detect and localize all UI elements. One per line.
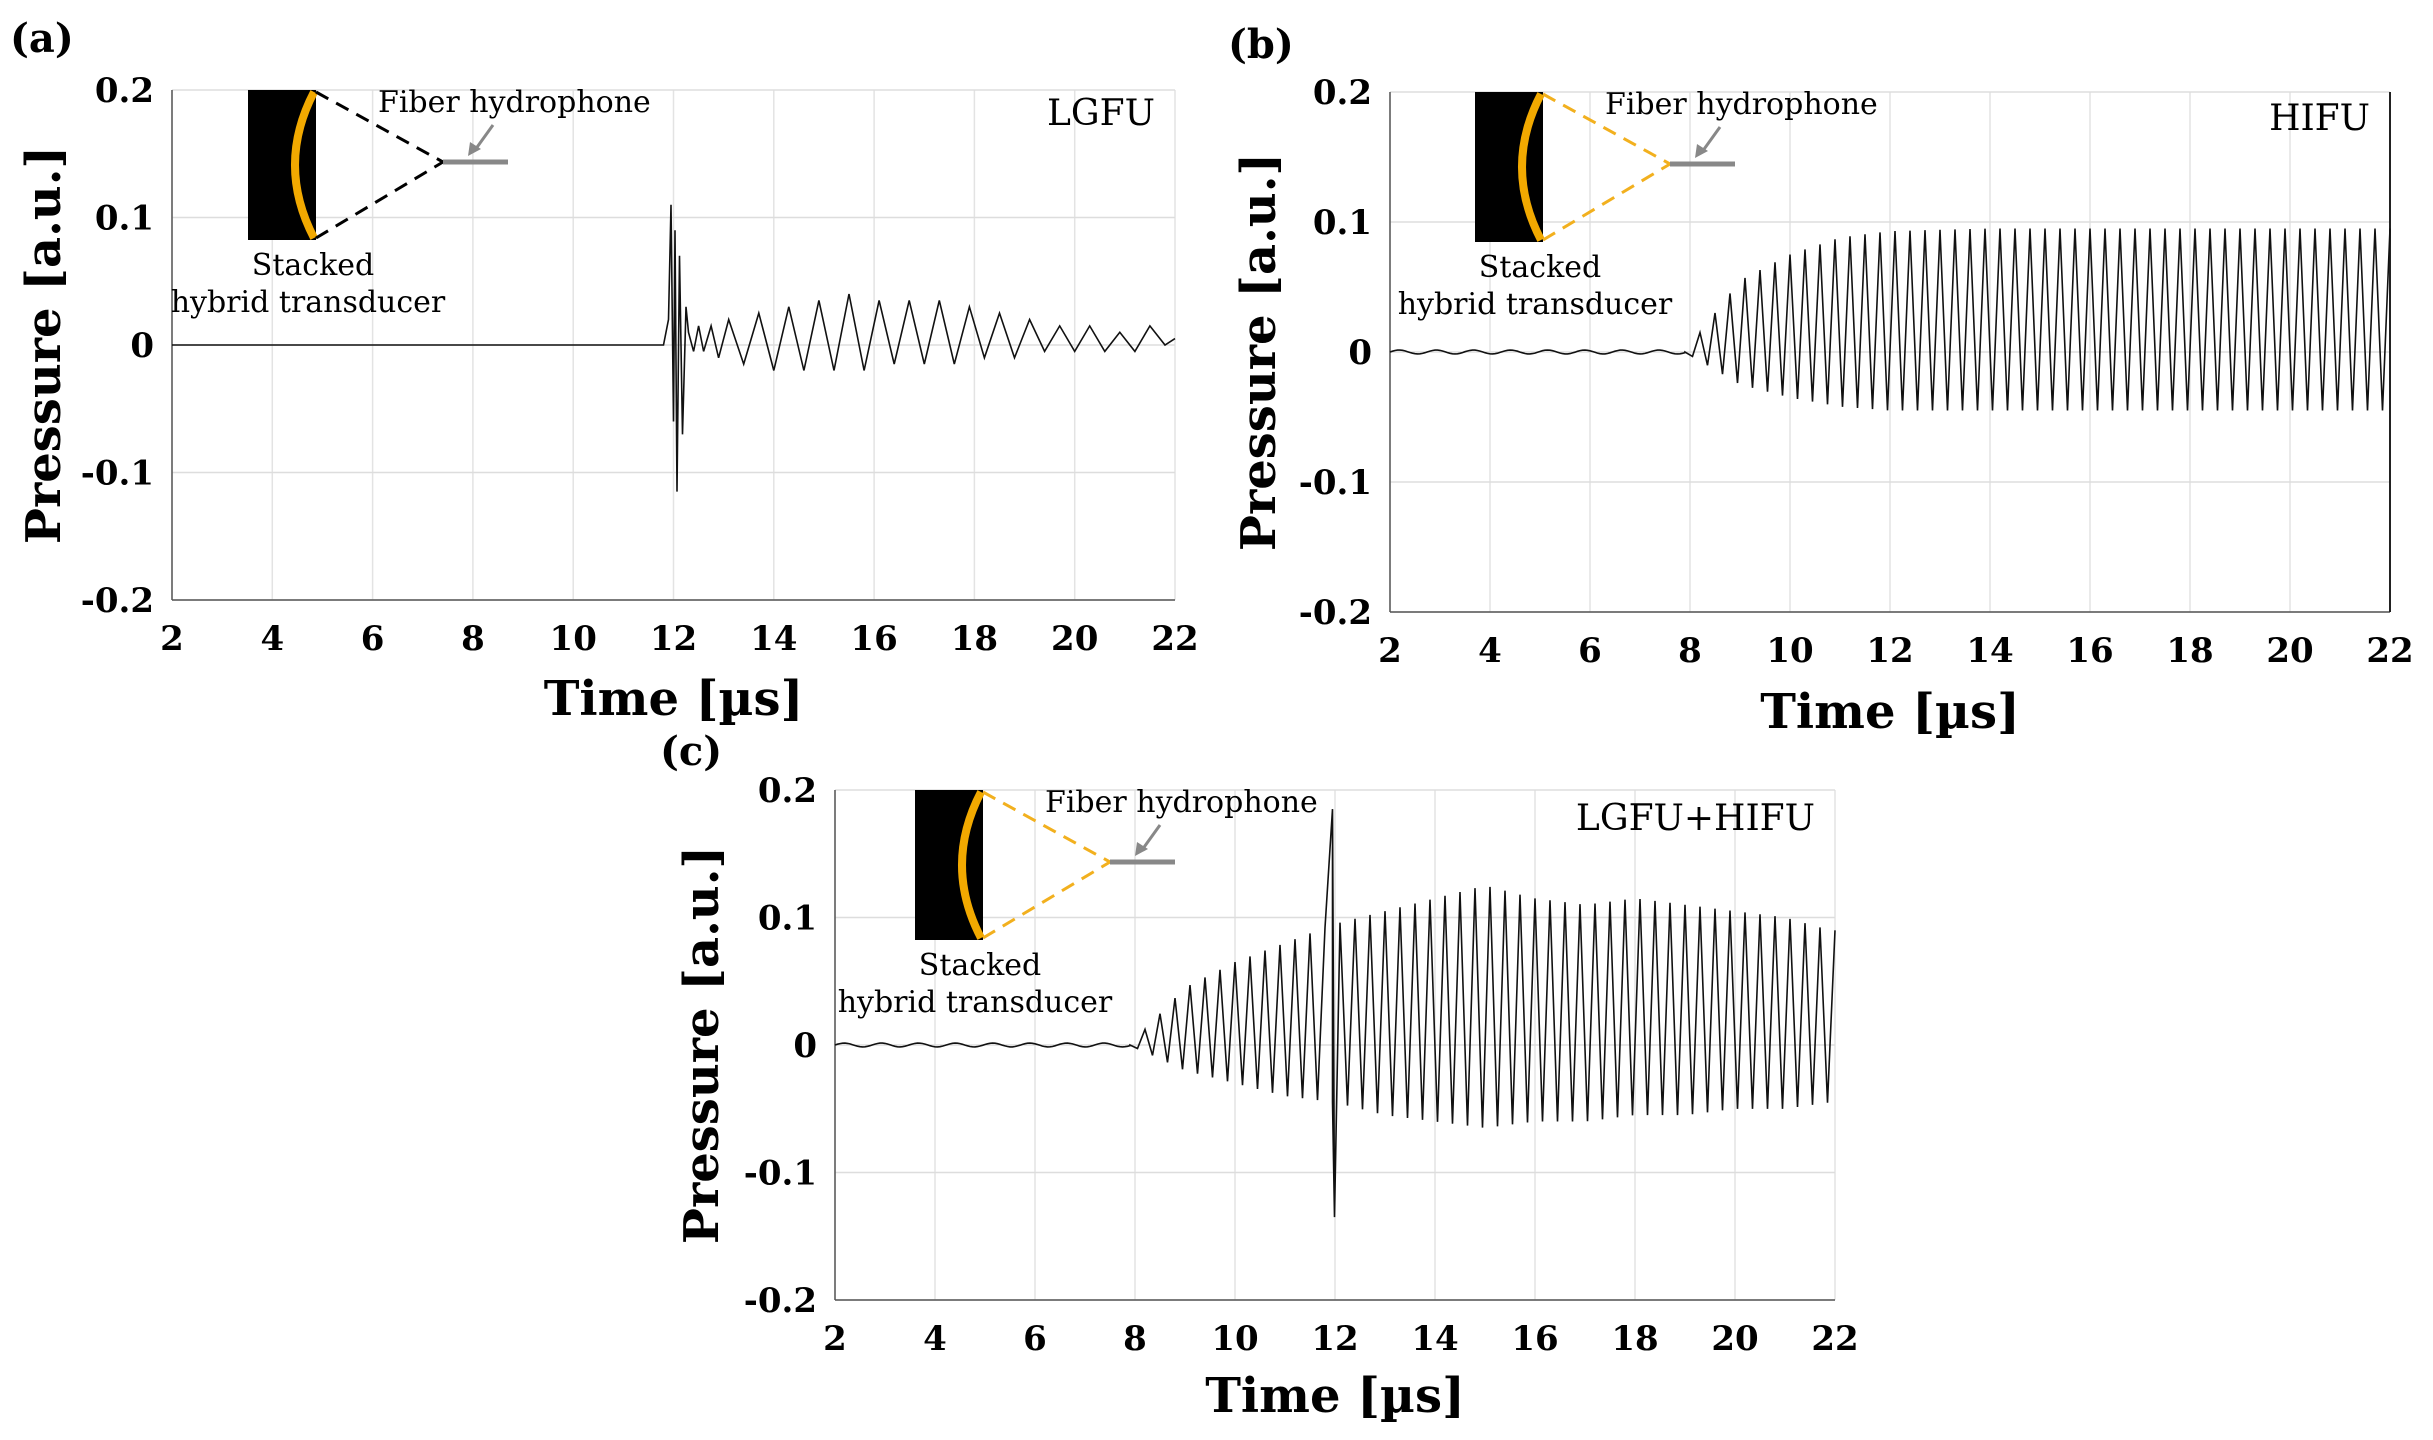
chart-panel-1: (a) 2 4 6 8 10 12 14 16 18 20 22 0.2 0.1 0 -0.1 -0.2 Time… <box>10 15 1199 727</box>
y-tick-label: -0.1 <box>744 1154 817 1194</box>
y-tick-label: -0.1 <box>81 454 154 494</box>
panel-letter: (b) <box>1228 21 1294 68</box>
x-tick-label: 6 <box>1023 1319 1047 1359</box>
x-tick-label: 4 <box>923 1319 947 1359</box>
series-line <box>1389 228 2391 411</box>
y-axis-title: Pressure [a.u.] <box>1231 153 1287 551</box>
x-tick-label: 16 <box>1511 1319 1558 1359</box>
focus-cone-lower <box>982 860 1111 940</box>
x-tick-label: 22 <box>1811 1319 1858 1359</box>
x-tick-label: 12 <box>1311 1319 1358 1359</box>
x-tick-label: 12 <box>1866 631 1913 671</box>
y-tick-label: -0.2 <box>81 581 154 621</box>
focus-cone-lower <box>315 160 444 240</box>
x-axis-title: Time [µs] <box>544 671 804 727</box>
y-tick-label: 0.2 <box>758 771 817 811</box>
x-tick-label: 2 <box>823 1319 847 1359</box>
plot-label: HIFU <box>2269 98 2370 139</box>
y-tick-label: 0 <box>1348 333 1372 373</box>
y-tick-label: 0 <box>130 326 154 366</box>
hydrophone-arrow <box>473 124 495 151</box>
focus-cone-upper <box>315 90 444 164</box>
hydrophone-arrowhead <box>1695 144 1708 158</box>
chart-panel-3: (c) 2 4 6 8 10 12 14 16 18 20 22 0.2 0.1 0 -0.1 -0.2 Time… <box>660 728 1859 1424</box>
x-tick-label: 22 <box>2366 631 2413 671</box>
x-tick-label: 10 <box>1211 1319 1258 1359</box>
x-tick-label: 14 <box>750 619 797 659</box>
x-tick-label: 10 <box>550 619 597 659</box>
x-tick-label: 20 <box>2266 631 2313 671</box>
x-tick-label: 20 <box>1711 1319 1758 1359</box>
plot-label: LGFU <box>1047 93 1155 134</box>
y-axis-title: Pressure [a.u.] <box>16 146 72 544</box>
transducer-arc <box>1518 92 1545 242</box>
x-tick-label: 8 <box>1123 1319 1147 1359</box>
x-tick-label: 8 <box>461 619 485 659</box>
transducer-arc <box>958 790 985 940</box>
focus-cone-upper <box>1542 92 1671 166</box>
x-tick-label: 6 <box>361 619 385 659</box>
x-tick-label: 14 <box>1966 631 2013 671</box>
transducer-arc <box>291 90 318 240</box>
transducer-label-line2: hybrid transducer <box>171 285 446 320</box>
y-tick-label: 0.2 <box>1313 73 1372 113</box>
x-tick-label: 14 <box>1411 1319 1458 1359</box>
x-tick-label: 18 <box>1611 1319 1658 1359</box>
x-axis-title: Time [µs] <box>1205 1368 1465 1424</box>
x-tick-label: 2 <box>1378 631 1402 671</box>
x-tick-label: 8 <box>1678 631 1702 671</box>
x-tick-label: 18 <box>951 619 998 659</box>
x-tick-label: 4 <box>260 619 284 659</box>
y-tick-label: 0.2 <box>95 71 154 111</box>
transducer-label-line2: hybrid transducer <box>1398 287 1673 322</box>
x-tick-label: 10 <box>1766 631 1813 671</box>
y-tick-label: -0.1 <box>1299 463 1372 503</box>
x-tick-label: 6 <box>1578 631 1602 671</box>
hydrophone-arrow <box>1140 824 1162 851</box>
y-tick-label: 0.1 <box>95 199 154 239</box>
x-tick-label: 4 <box>1478 631 1502 671</box>
transducer-label-line1: Stacked <box>919 948 1041 983</box>
y-tick-label: -0.2 <box>744 1281 817 1321</box>
x-tick-label: 20 <box>1051 619 1098 659</box>
panel-letter: (c) <box>660 728 722 775</box>
x-tick-label: 22 <box>1151 619 1198 659</box>
x-tick-label: 16 <box>850 619 897 659</box>
transducer-label-line1: Stacked <box>252 248 374 283</box>
y-tick-label: 0.1 <box>1313 203 1372 243</box>
hydrophone-arrowhead <box>1135 842 1148 856</box>
focus-cone-lower <box>1542 162 1671 242</box>
x-tick-label: 16 <box>2066 631 2113 671</box>
x-axis-title: Time [µs] <box>1760 684 2020 740</box>
x-tick-label: 18 <box>2166 631 2213 671</box>
hydrophone-arrow <box>1700 126 1722 153</box>
hydrophone-label: Fiber hydrophone <box>1605 87 1878 122</box>
x-tick-label: 12 <box>650 619 697 659</box>
x-tick-label: 2 <box>160 619 184 659</box>
panel-letter: (a) <box>10 15 74 62</box>
y-tick-label: 0.1 <box>758 899 817 939</box>
plot-label: LGFU+HIFU <box>1576 798 1815 839</box>
transducer-label-line2: hybrid transducer <box>838 985 1113 1020</box>
hydrophone-label: Fiber hydrophone <box>1045 785 1318 820</box>
focus-cone-upper <box>982 790 1111 864</box>
series-line <box>834 809 1836 1218</box>
hydrophone-label: Fiber hydrophone <box>378 85 651 120</box>
y-tick-label: -0.2 <box>1299 593 1372 633</box>
series-line <box>172 204 1176 492</box>
y-tick-label: 0 <box>793 1026 817 1066</box>
chart-panel-2: (b) 2 4 6 8 10 12 14 16 18 20 22 0.2 0.1 0 -0.1 -0.2 Time… <box>1228 21 2414 740</box>
y-axis-title: Pressure [a.u.] <box>674 846 730 1244</box>
transducer-label-line1: Stacked <box>1479 250 1601 285</box>
hydrophone-arrowhead <box>468 142 481 156</box>
